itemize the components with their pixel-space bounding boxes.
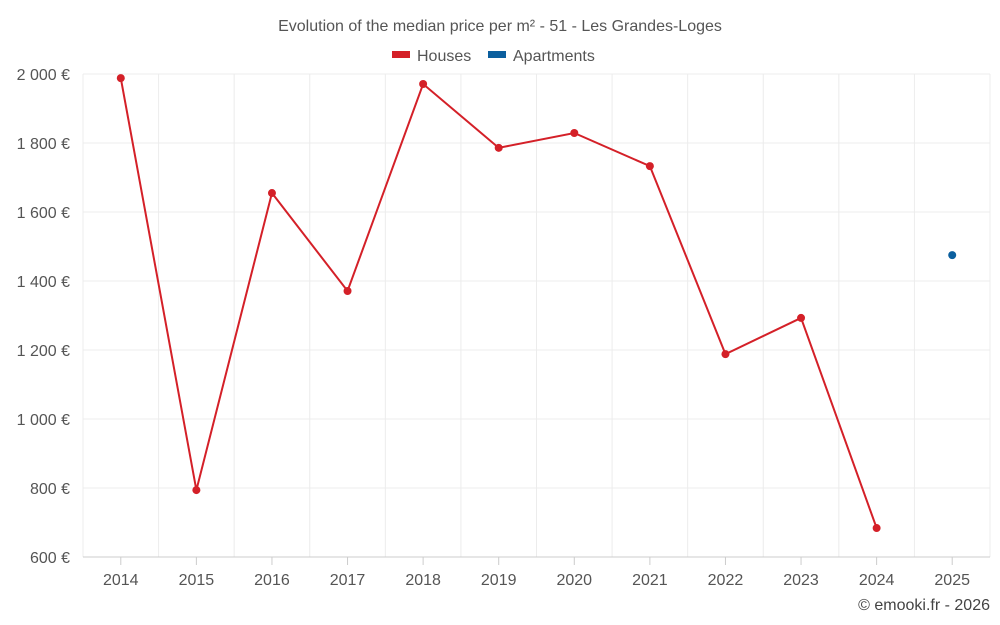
x-tick-label: 2016 xyxy=(254,572,290,589)
x-axis: 2014 2015 2016 2017 2018 2019 2020 2021 2022 2023… xyxy=(83,556,990,589)
y-tick-label: 2 000 € xyxy=(17,67,70,84)
data-point-houses xyxy=(797,313,806,322)
data-point-houses xyxy=(343,287,352,296)
y-tick-label: 800 € xyxy=(30,481,70,498)
legend-swatch-houses xyxy=(392,51,410,58)
legend-label-houses: Houses xyxy=(417,48,471,65)
y-tick-label: 600 € xyxy=(30,550,70,567)
x-tick-label: 2021 xyxy=(632,572,668,589)
legend-swatch-apartments xyxy=(488,51,506,58)
x-tick-label: 2024 xyxy=(859,572,895,589)
x-tick-label: 2020 xyxy=(556,572,592,589)
y-tick-label: 1 400 € xyxy=(17,274,70,291)
y-tick-label: 1 200 € xyxy=(17,343,70,360)
x-tick-label: 2017 xyxy=(330,572,366,589)
x-tick-label: 2022 xyxy=(708,572,744,589)
x-tick-label: 2014 xyxy=(103,572,139,589)
legend-label-apartments: Apartments xyxy=(513,48,595,65)
series xyxy=(116,74,957,533)
x-tick-label: 2019 xyxy=(481,572,517,589)
data-point-houses xyxy=(192,486,201,495)
legend: Houses Apartments xyxy=(392,48,595,65)
data-point-houses xyxy=(645,162,654,171)
x-tick-label: 2018 xyxy=(405,572,441,589)
data-point-houses xyxy=(570,128,579,137)
credit: © emooki.fr - 2026 xyxy=(858,597,990,614)
data-point-apartments xyxy=(948,251,957,260)
chart-title: Evolution of the median price per m² - 5… xyxy=(278,18,722,35)
grid xyxy=(82,73,991,558)
data-point-houses xyxy=(419,80,428,89)
data-point-houses xyxy=(116,74,125,83)
data-point-houses xyxy=(494,143,503,152)
y-tick-label: 1 800 € xyxy=(17,136,70,153)
data-point-houses xyxy=(872,524,881,533)
y-tick-label: 1 600 € xyxy=(17,205,70,222)
y-axis: 600 € 800 € 1 000 € 1 200 € 1 400 € 1 600 € 1 … xyxy=(17,67,70,567)
y-tick-label: 1 000 € xyxy=(17,412,70,429)
data-point-houses xyxy=(267,189,276,198)
data-point-houses xyxy=(721,350,730,359)
x-tick-label: 2025 xyxy=(934,572,970,589)
x-tick-label: 2023 xyxy=(783,572,819,589)
x-tick-label: 2015 xyxy=(179,572,215,589)
